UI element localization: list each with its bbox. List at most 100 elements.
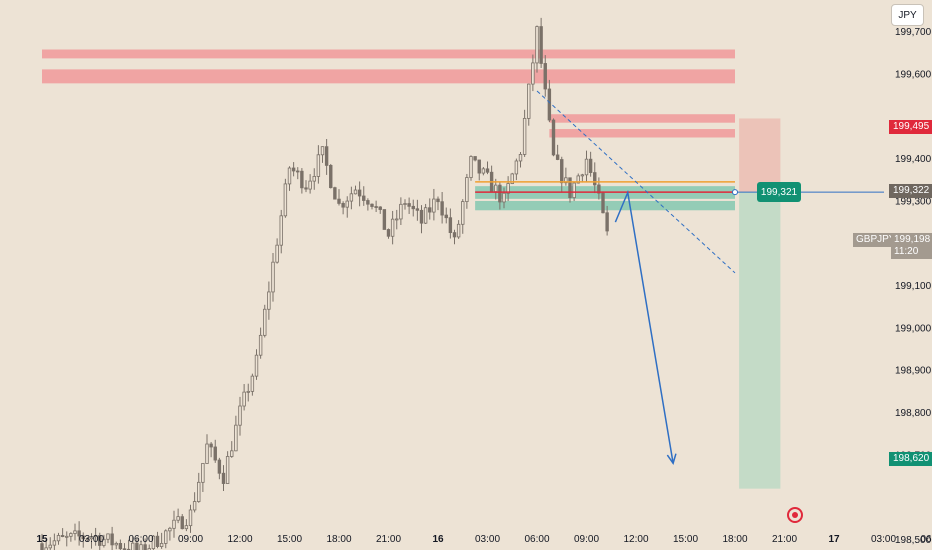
- candle: [407, 197, 411, 214]
- candle-body: [69, 533, 73, 537]
- candle: [180, 514, 184, 530]
- candle-body: [440, 201, 444, 216]
- projection-path[interactable]: [614, 189, 674, 464]
- candle-body: [205, 443, 209, 464]
- candle: [543, 55, 547, 97]
- candle-body: [52, 540, 57, 546]
- candle-body: [188, 509, 193, 527]
- candle-body: [337, 198, 341, 204]
- candle-body: [444, 214, 448, 219]
- candle-body: [275, 244, 279, 263]
- candle: [456, 220, 461, 239]
- candle: [93, 527, 98, 546]
- candle-body: [345, 200, 349, 208]
- drawings-layer[interactable]: [475, 90, 889, 489]
- price-tick-label: 199,100: [895, 281, 932, 292]
- candle: [52, 533, 57, 550]
- candle: [192, 492, 197, 513]
- candle: [77, 521, 81, 546]
- currency-button[interactable]: JPY: [891, 4, 924, 26]
- candle: [106, 533, 110, 544]
- candle: [531, 54, 535, 92]
- candle: [147, 544, 151, 550]
- candle-body: [518, 154, 523, 162]
- candle-body: [263, 308, 267, 336]
- candle-body: [296, 170, 300, 173]
- candle: [564, 167, 568, 186]
- candle-body: [498, 184, 502, 203]
- candle-body: [168, 527, 172, 532]
- candle-body: [267, 291, 271, 310]
- candle-body: [436, 198, 440, 203]
- candle-body: [572, 182, 576, 199]
- candle-body: [304, 187, 308, 190]
- candle: [485, 161, 490, 175]
- candle-body: [386, 229, 391, 237]
- candle-body: [510, 173, 514, 184]
- candle: [593, 162, 597, 194]
- candle-body: [568, 177, 572, 199]
- candle-body: [139, 544, 143, 550]
- candle: [143, 538, 147, 550]
- candle: [213, 439, 217, 463]
- candle: [337, 189, 341, 206]
- candle-body: [415, 208, 420, 211]
- candle-body: [601, 192, 605, 214]
- candle-body: [593, 172, 597, 186]
- candle: [428, 198, 432, 220]
- candle: [263, 304, 267, 338]
- time-axis[interactable]: 15 03:00 06:00 09:00 12:00 15:00 18:00 21:00 16 0…: [36, 534, 932, 545]
- price-tick-label: 199,300: [895, 196, 932, 207]
- candle: [197, 472, 201, 503]
- time-tick-label: 16: [432, 534, 444, 545]
- stop-loss-zone[interactable]: [739, 118, 781, 193]
- candle-body: [502, 192, 506, 203]
- anchor-handle[interactable]: [732, 189, 738, 196]
- time-tick-label: 06:00: [524, 534, 549, 545]
- candle: [448, 208, 453, 239]
- time-tick-label: 15:00: [277, 534, 302, 545]
- candle: [287, 166, 292, 191]
- candle: [584, 150, 589, 183]
- candle-body: [60, 535, 65, 538]
- candle-body: [494, 184, 498, 192]
- entry-price-label[interactable]: 199,321: [757, 182, 801, 202]
- candle: [366, 198, 370, 211]
- candle: [535, 25, 539, 73]
- candles-layer: [40, 17, 609, 550]
- trendline-dashed[interactable]: [536, 90, 736, 274]
- candle: [473, 156, 477, 162]
- candle-body: [98, 535, 102, 546]
- candle-body: [93, 535, 98, 538]
- candle-body: [85, 538, 90, 541]
- candle-body: [40, 543, 44, 550]
- candle-body: [246, 390, 250, 393]
- candle: [345, 196, 349, 218]
- price-axis[interactable]: 199,700 199,600 199,400 199,300 199,100 199,0…: [884, 0, 932, 550]
- candle: [506, 176, 510, 202]
- candle: [267, 281, 271, 320]
- candle: [452, 229, 457, 245]
- candle-body: [209, 443, 213, 448]
- candle-body: [172, 519, 176, 529]
- current-price-tag: 199,198 11:20: [891, 233, 932, 259]
- take-profit-zone[interactable]: [739, 192, 781, 489]
- candle: [498, 181, 502, 210]
- candle: [176, 508, 180, 524]
- candle-body: [473, 156, 477, 161]
- candle: [320, 146, 325, 163]
- candle: [304, 180, 308, 193]
- candle: [382, 209, 387, 230]
- record-icon[interactable]: [787, 507, 803, 523]
- candle: [135, 537, 139, 550]
- time-tick-label: 06:00: [920, 534, 932, 545]
- time-tick-label: 21:00: [772, 534, 797, 545]
- candle-body: [151, 535, 156, 550]
- candle-body: [461, 201, 465, 225]
- candle-body: [366, 200, 370, 205]
- price-tick-label: 199,600: [895, 70, 932, 81]
- candle: [246, 383, 250, 402]
- candle: [588, 151, 593, 177]
- price-tick-label: 198,900: [895, 366, 932, 377]
